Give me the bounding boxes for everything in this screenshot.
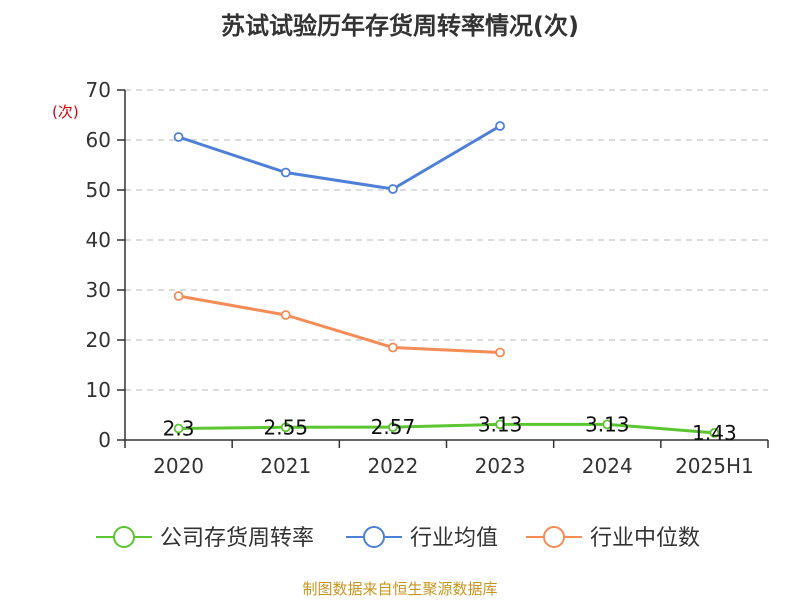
- x-tick-label: 2020: [153, 454, 204, 478]
- data-point: [280, 167, 291, 178]
- series-group: [173, 121, 720, 438]
- source-footer: 制图数据来自恒生聚源数据库: [302, 580, 498, 598]
- data-point: [388, 342, 398, 353]
- legend-label: 行业中位数: [590, 526, 700, 551]
- chart-title: 苏试试验历年存货周转率情况(次): [221, 12, 579, 40]
- x-tick-label: 2022: [367, 454, 418, 478]
- y-tick-label: 10: [86, 378, 111, 402]
- legend-marker: [543, 526, 565, 548]
- data-point: [388, 422, 398, 433]
- data-point: [173, 291, 184, 301]
- data-point: [495, 347, 505, 358]
- y-tick-label: 40: [86, 228, 111, 252]
- data-point: [388, 184, 398, 194]
- y-tick-label: 0: [98, 428, 111, 452]
- legend-marker: [363, 526, 385, 548]
- x-tick-label: 2021: [260, 454, 311, 478]
- axes: 0 10 20 30 40 50 60 70 2020 2021 2022 2023 2024 2025H…: [86, 78, 769, 478]
- series-line: [178, 422, 715, 435]
- data-point: [602, 419, 613, 430]
- legend-label: 公司存货周转率: [160, 526, 314, 551]
- y-tick-label: 50: [86, 178, 111, 202]
- data-label: 2.3: [163, 417, 195, 441]
- legend-marker: [113, 526, 135, 548]
- x-tick-label: 2023: [475, 454, 526, 478]
- y-tick-label: 20: [86, 328, 111, 352]
- y-tick-label: 30: [86, 278, 111, 302]
- legend: 公司存货周转率 行业均值 行业中位数: [96, 526, 700, 551]
- data-label: 3.13: [585, 412, 630, 436]
- data-labels: 2.3 2.55 2.57 3.13 3.13 1.43: [163, 412, 737, 445]
- y-tick-label: 70: [86, 78, 111, 102]
- data-point: [495, 121, 505, 131]
- x-tick-label: 2025H1: [675, 454, 754, 478]
- x-tick-label: 2024: [582, 454, 633, 478]
- data-point: [495, 419, 505, 430]
- data-point: [173, 132, 184, 142]
- series-line: [178, 294, 501, 354]
- data-point: [280, 310, 291, 320]
- data-point: [709, 427, 720, 438]
- legend-label: 行业均值: [410, 526, 498, 551]
- data-label: 3.13: [478, 412, 523, 436]
- grid-lines: [125, 89, 768, 391]
- data-label: 1.43: [692, 421, 737, 445]
- data-label: 2.57: [371, 415, 416, 439]
- data-point: [173, 423, 184, 434]
- y-tick-label: 60: [86, 128, 111, 152]
- series-line: [178, 124, 501, 191]
- data-point: [280, 422, 291, 433]
- data-label: 2.55: [263, 415, 308, 439]
